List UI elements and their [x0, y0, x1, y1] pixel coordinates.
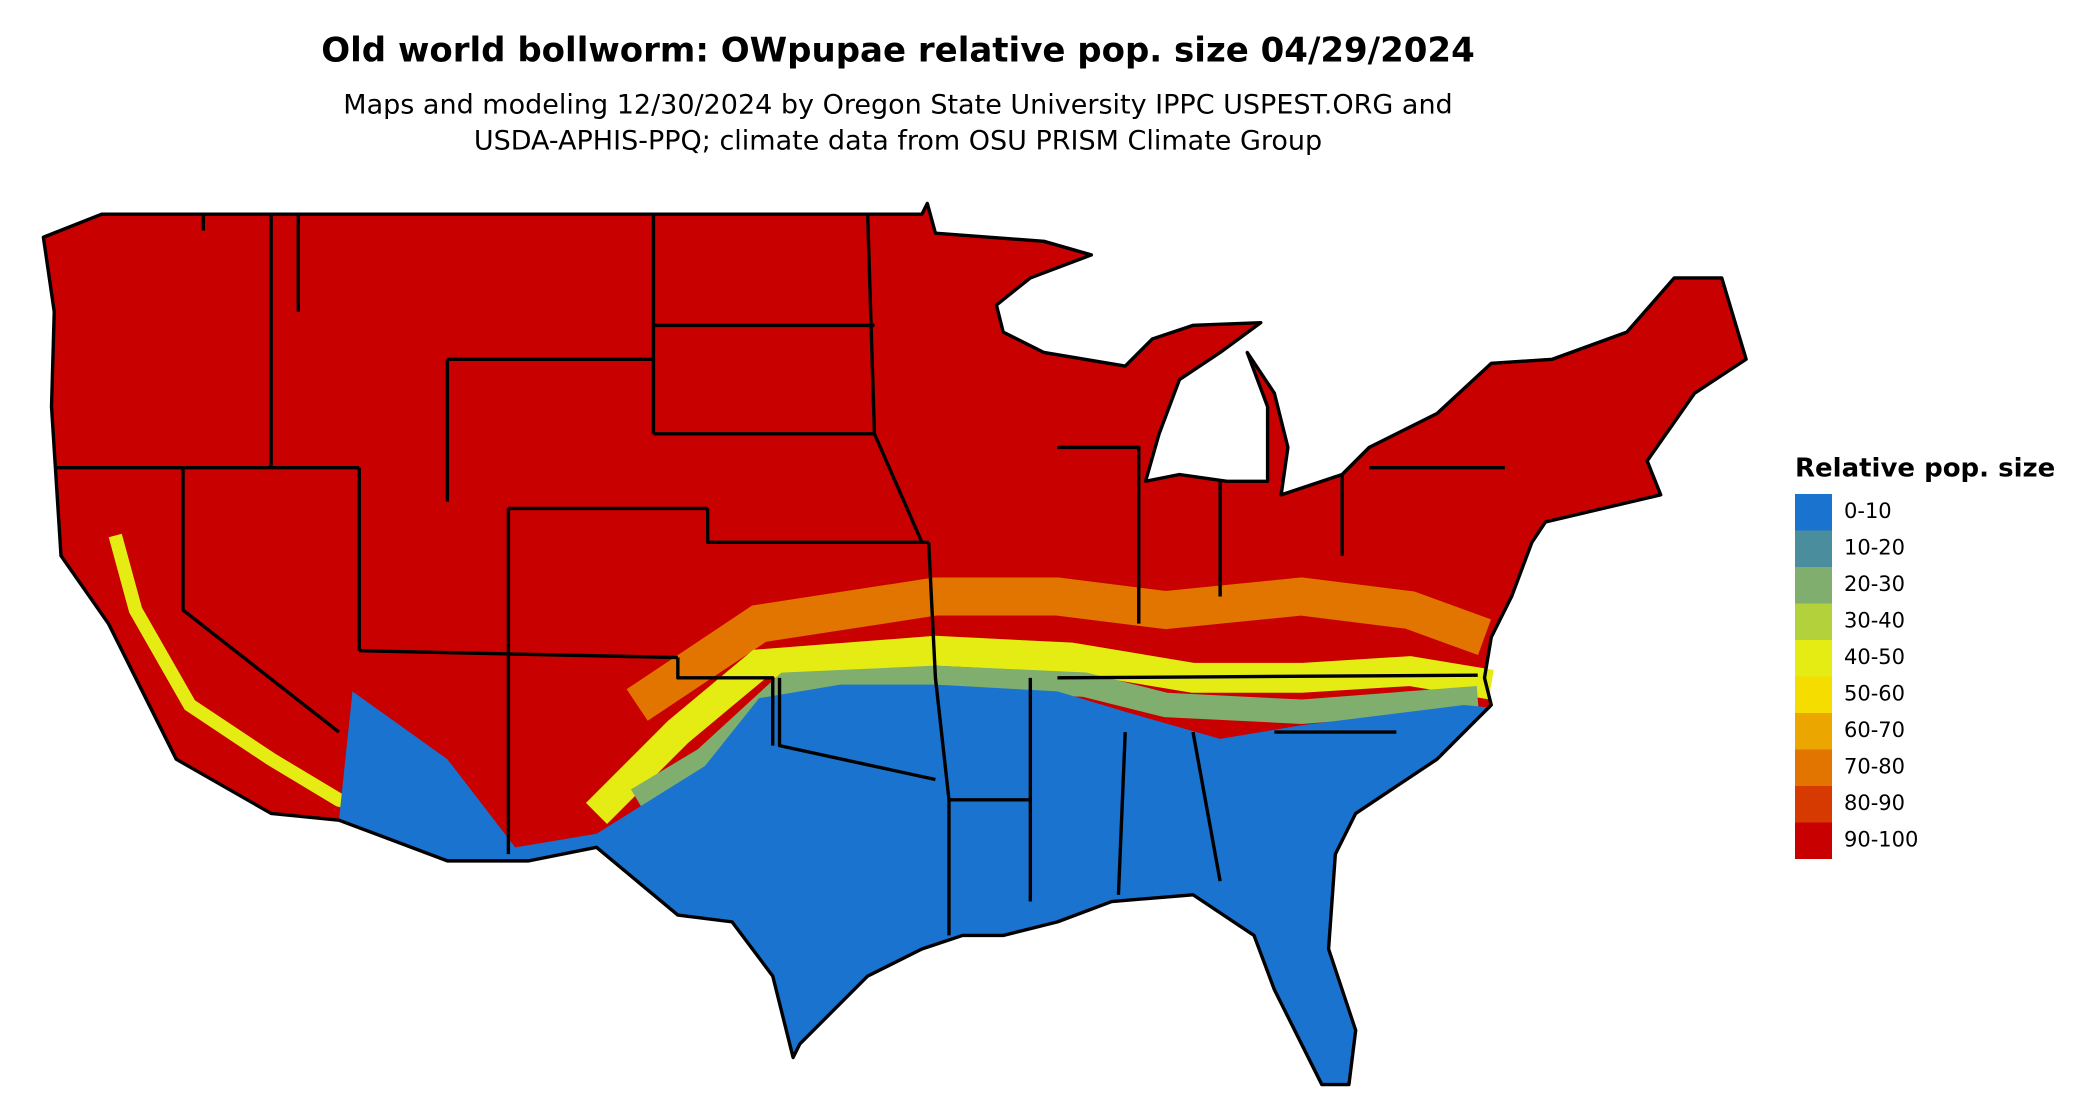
legend-label: 30-40: [1844, 609, 1905, 633]
legend-label: 0-10: [1844, 499, 1892, 523]
legend-label: 90-100: [1844, 828, 1918, 852]
legend-label: 10-20: [1844, 536, 1905, 560]
band-orange: [626, 577, 1491, 721]
legend-label: 50-60: [1844, 682, 1905, 706]
band-yellow: [585, 635, 1494, 824]
state-borders: [54, 214, 1505, 936]
us-map: [41, 201, 1748, 1087]
legend-swatch: [1795, 676, 1832, 713]
legend-swatch: [1795, 567, 1832, 604]
map-title: Old world bollworm: OWpupae relative pop…: [321, 31, 1474, 71]
legend-label: 60-70: [1844, 718, 1905, 742]
legend-swatch: [1795, 530, 1832, 567]
legend-label: 80-90: [1844, 791, 1905, 815]
legend-title: Relative pop. size: [1795, 454, 2055, 484]
legend-swatch: [1795, 603, 1832, 640]
legend-swatch: [1795, 822, 1832, 859]
legend-swatch: [1795, 640, 1832, 677]
legend-swatch: [1795, 713, 1832, 750]
legend-swatch: [1795, 786, 1832, 823]
legend-label: 40-50: [1844, 645, 1905, 669]
legend-swatch: [1795, 749, 1832, 786]
legend-swatch: [1795, 494, 1832, 531]
band-green: [630, 665, 1479, 811]
legend-label: 70-80: [1844, 755, 1905, 779]
country-outline: [41, 201, 1748, 1087]
subtitle: USDA-APHIS-PPQ; climate data from OSU PR…: [474, 126, 1322, 157]
subtitle: Maps and modeling 12/30/2024 by Oregon S…: [343, 90, 1452, 121]
legend: 0-10 10-20 20-30 30-40 40-50 50-60 60-70 70-80 8…: [1795, 494, 1918, 859]
legend-label: 20-30: [1844, 572, 1905, 596]
